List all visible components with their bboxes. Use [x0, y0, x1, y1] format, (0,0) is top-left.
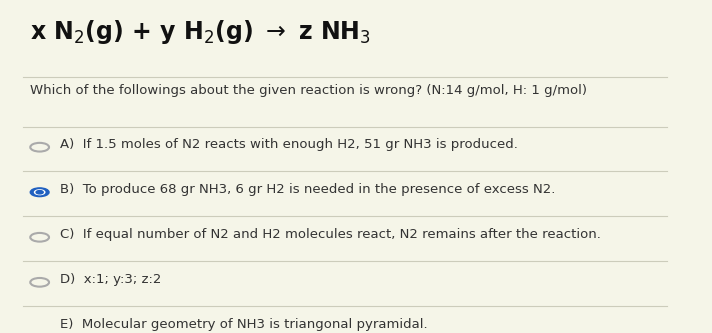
Text: Which of the followings about the given reaction is wrong? (N:14 g/mol, H: 1 g/m: Which of the followings about the given … [30, 84, 587, 97]
Text: A)  If 1.5 moles of N2 reacts with enough H2, 51 gr NH3 is produced.: A) If 1.5 moles of N2 reacts with enough… [60, 138, 518, 151]
Circle shape [34, 190, 45, 194]
Text: x N$_2$(g) + y H$_2$(g) $\rightarrow$ z NH$_3$: x N$_2$(g) + y H$_2$(g) $\rightarrow$ z … [30, 18, 370, 46]
Circle shape [36, 190, 43, 194]
Text: D)  x:1; y:3; z:2: D) x:1; y:3; z:2 [60, 273, 161, 286]
Text: C)  If equal number of N2 and H2 molecules react, N2 remains after the reaction.: C) If equal number of N2 and H2 molecule… [60, 228, 601, 241]
Text: B)  To produce 68 gr NH3, 6 gr H2 is needed in the presence of excess N2.: B) To produce 68 gr NH3, 6 gr H2 is need… [60, 183, 555, 196]
Circle shape [31, 188, 49, 196]
Text: E)  Molecular geometry of NH3 is triangonal pyramidal.: E) Molecular geometry of NH3 is triangon… [60, 318, 427, 331]
